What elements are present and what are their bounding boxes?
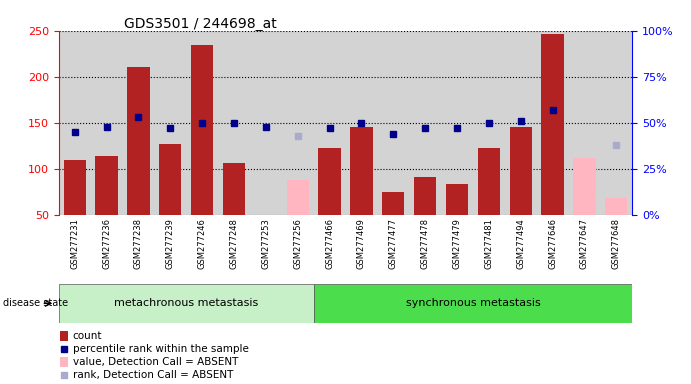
Bar [154,31,186,215]
Bar [191,45,214,215]
Text: synchronous metastasis: synchronous metastasis [406,298,540,308]
Bar [346,31,377,215]
Bar [542,35,564,215]
Text: GDS3501 / 244698_at: GDS3501 / 244698_at [124,17,277,31]
Bar [287,180,309,215]
FancyBboxPatch shape [59,284,314,323]
Text: metachronous metastasis: metachronous metastasis [114,298,258,308]
Text: disease state: disease state [3,298,68,308]
Bar [250,31,282,215]
Bar [64,160,86,215]
Bar [127,67,149,215]
Bar [441,31,473,215]
Bar [414,177,436,215]
Bar [505,31,537,215]
Bar [314,31,346,215]
Bar [537,31,569,215]
Bar [95,156,117,215]
Bar [223,162,245,215]
Bar [509,127,532,215]
FancyBboxPatch shape [314,284,632,323]
Bar [319,148,341,215]
Bar [350,127,372,215]
Bar [59,31,91,215]
Text: rank, Detection Call = ABSENT: rank, Detection Call = ABSENT [73,370,233,380]
Bar [218,31,250,215]
Bar [61,331,68,341]
Bar [477,148,500,215]
Bar [446,184,468,215]
Bar [91,31,122,215]
Bar [382,192,404,215]
Bar [600,31,632,215]
Bar [186,31,218,215]
Text: count: count [73,331,102,341]
Bar [473,31,505,215]
Bar [574,158,596,215]
Bar [159,144,182,215]
Text: value, Detection Call = ABSENT: value, Detection Call = ABSENT [73,357,238,367]
Bar [409,31,441,215]
Bar [282,31,314,215]
Bar [61,356,68,367]
Bar [377,31,409,215]
Bar [569,31,600,215]
Bar [605,199,627,215]
Text: percentile rank within the sample: percentile rank within the sample [73,344,249,354]
Bar [122,31,154,215]
